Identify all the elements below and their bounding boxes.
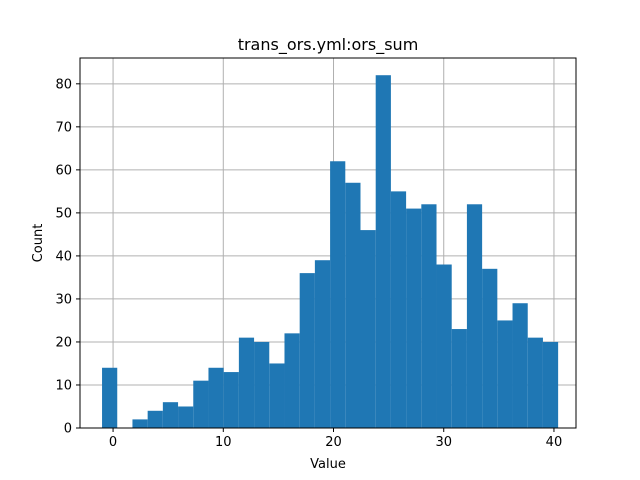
histogram-bar [527, 337, 543, 428]
y-tick-label: 20 [55, 335, 72, 350]
histogram-bar [330, 161, 346, 429]
histogram-bar [284, 333, 300, 428]
histogram-bar [238, 337, 255, 428]
histogram-bar [208, 367, 224, 428]
x-tick-label: 10 [215, 435, 232, 450]
histogram-bar [375, 75, 391, 429]
x-tick-label: 30 [435, 435, 452, 450]
histogram-bar [254, 341, 270, 428]
histogram-bar [482, 268, 498, 428]
histogram-bar [406, 208, 422, 428]
histogram-bar [147, 410, 163, 428]
histogram-bar [178, 406, 194, 428]
histogram-bar [451, 329, 467, 428]
histogram-bar [436, 264, 452, 428]
plot-frame [79, 57, 577, 429]
histogram-bar [269, 363, 285, 428]
histogram-bar [132, 419, 148, 428]
histogram-bars [102, 75, 559, 429]
x-axis-ticks: 0 10 20 30 40 [109, 428, 562, 450]
y-tick-label: 60 [55, 163, 72, 178]
y-tick-label: 10 [55, 378, 72, 393]
y-tick-label: 80 [55, 77, 72, 92]
y-tick-label: 30 [55, 292, 72, 307]
x-axis-label: Value [310, 457, 346, 472]
histogram-bar [102, 367, 118, 428]
histogram-bar [360, 230, 376, 428]
y-axis-ticks: 0 10 20 30 40 50 60 70 80 [55, 77, 80, 437]
y-axis-label: Count [31, 224, 46, 263]
histogram-bar [162, 402, 179, 428]
histogram-bar [314, 260, 331, 428]
histogram-bar [542, 341, 559, 428]
histogram-bar [512, 303, 528, 428]
histogram-bar [299, 273, 315, 428]
histogram-bar [223, 372, 239, 428]
histogram-bar [466, 204, 483, 428]
histogram-bar [345, 182, 361, 428]
histogram-bar [421, 204, 437, 428]
histogram-bar [497, 320, 513, 428]
chart-title: trans_ors.yml:ors_sum [238, 35, 419, 55]
y-tick-label: 40 [55, 249, 72, 264]
y-tick-label: 70 [55, 120, 72, 135]
y-tick-label: 50 [55, 206, 72, 221]
histogram-bar [193, 380, 209, 428]
x-tick-label: 20 [325, 435, 342, 450]
y-tick-label: 0 [64, 422, 72, 437]
x-tick-label: 0 [109, 435, 117, 450]
x-tick-label: 40 [546, 435, 563, 450]
histogram-bar [390, 191, 407, 428]
